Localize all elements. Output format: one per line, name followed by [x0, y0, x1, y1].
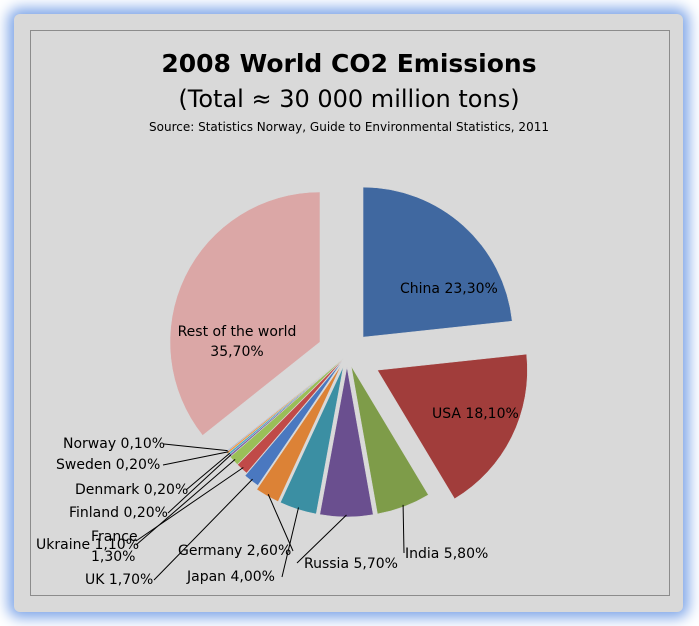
chart-title: 2008 World CO2 Emissions — [161, 49, 536, 78]
slice-label-india: India 5,80% — [405, 546, 488, 562]
chart-source: Source: Statistics Norway, Guide to Envi… — [149, 120, 549, 134]
slice-label-finland: Finland 0,20% — [69, 505, 168, 521]
leader-line-germany — [267, 494, 294, 552]
leader-line-japan — [281, 507, 300, 578]
leader-line-russia — [296, 514, 347, 564]
pie-slice-russia — [319, 366, 374, 518]
leader-line-ukraine — [135, 459, 236, 546]
leader-line-sweden — [162, 451, 229, 466]
pie-slice-india — [350, 366, 429, 515]
slice-label-sweden: Sweden 0,20% — [56, 457, 160, 473]
leader-line-denmark — [185, 452, 231, 491]
pie-slice-china — [362, 186, 513, 338]
slice-label-ukraine: Ukraine 1,10% — [36, 537, 139, 553]
slice-label-denmark: Denmark 0,20% — [75, 482, 188, 498]
pie-slice-germany — [256, 365, 342, 502]
pie-slice-usa — [377, 353, 528, 500]
slice-label-japan: Japan 4,00% — [186, 569, 275, 585]
slice-label-germany: Germany 2,60% — [178, 543, 291, 559]
slice-label-china: China 23,30% — [400, 281, 498, 297]
slice-label-france: France 1,30% — [91, 529, 138, 565]
pie-slice-rest-of-the-world — [169, 191, 321, 436]
leader-line-france — [135, 467, 244, 542]
leader-line-finland — [167, 454, 232, 514]
chart-subtitle: (Total ≈ 30 000 million tons) — [178, 85, 519, 113]
slice-label-usa: USA 18,10% — [432, 406, 519, 422]
slice-label-rest-of-the-world: Rest of the world 35,70% — [178, 324, 297, 360]
slice-label-russia: Russia 5,70% — [304, 556, 398, 572]
slice-label-norway: Norway 0,10% — [63, 436, 165, 452]
leader-line-india — [402, 504, 405, 554]
leader-line-norway — [163, 443, 228, 452]
slice-label-uk: UK 1,70% — [85, 572, 153, 588]
leader-line-uk — [153, 478, 253, 581]
